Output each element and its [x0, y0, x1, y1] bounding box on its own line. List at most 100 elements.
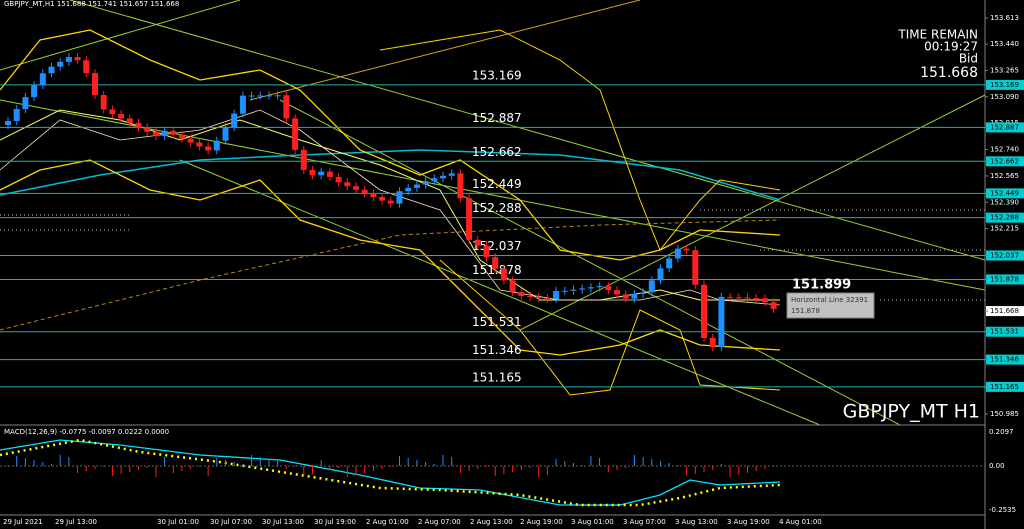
macd-axis-label: 0.00: [989, 462, 1005, 470]
price-axis-label: 152.662: [990, 157, 1019, 165]
time-axis-label: 4 Aug 01:00: [779, 518, 822, 526]
price-axis-label: 152.215: [990, 225, 1019, 233]
bid-label: Bid: [959, 52, 978, 66]
candle: [674, 248, 681, 259]
candle: [579, 288, 586, 290]
level-lines: 153.169152.887152.662152.449152.288152.0…: [0, 68, 985, 388]
candle: [379, 197, 386, 201]
time-axis-label: 2 Aug 19:00: [520, 518, 563, 526]
candle: [187, 138, 194, 143]
time-axis-label: 29 Jul 13:00: [55, 518, 97, 526]
candle: [518, 292, 525, 296]
candle: [561, 290, 568, 292]
time-axis-label: 30 Jul 01:00: [157, 518, 199, 526]
candle: [735, 297, 742, 299]
candle: [135, 122, 142, 128]
level-label: 151.165: [472, 370, 522, 384]
candle: [527, 296, 533, 297]
level-label: 151.531: [472, 315, 522, 329]
candle: [170, 130, 177, 135]
price-axis-label: 151.668: [990, 307, 1019, 315]
level-label: 153.169: [472, 68, 522, 82]
candle: [544, 298, 551, 299]
price-axis-label: 153.265: [990, 66, 1019, 74]
time-axis-label: 3 Aug 01:00: [571, 518, 614, 526]
time-axis-label: 2 Aug 07:00: [418, 518, 461, 526]
candle: [248, 95, 255, 97]
time-axis-label: 30 Jul 19:00: [314, 518, 356, 526]
candle: [509, 280, 516, 293]
candle: [692, 250, 699, 285]
candle: [666, 258, 673, 269]
candle: [744, 297, 751, 299]
price-axis-label: 151.531: [990, 328, 1019, 336]
macd-axis-label: 0.2097: [989, 428, 1014, 436]
price-axis-label: 151.878: [990, 275, 1019, 283]
price-axis-label: 151.346: [990, 356, 1019, 364]
candle: [640, 292, 647, 294]
candle: [266, 95, 272, 97]
price-tag: [986, 306, 1024, 317]
time-axis-label: 29 Jul 2021: [3, 518, 43, 526]
level-label: 152.449: [472, 177, 522, 191]
candle: [535, 297, 542, 298]
price-axis-label: 152.740: [990, 146, 1019, 154]
symbol-info: GBPJPY_MT,H1 151.688 151.741 151.657 151…: [4, 0, 179, 8]
time-remain-label: TIME REMAIN: [897, 28, 978, 42]
candle: [205, 146, 212, 151]
candle: [631, 293, 638, 299]
candle: [718, 296, 725, 348]
candle: [396, 191, 403, 204]
price-tag: [986, 326, 1024, 337]
candle: [596, 286, 603, 288]
candle: [422, 181, 429, 185]
candle: [353, 186, 359, 190]
candle: [109, 109, 116, 114]
candle: [770, 302, 777, 309]
candle: [440, 175, 446, 179]
candle: [500, 268, 507, 281]
time-axis-label: 3 Aug 13:00: [675, 518, 718, 526]
bid: 151.668: [920, 65, 978, 81]
level-label: 152.288: [472, 201, 522, 215]
candle: [309, 169, 316, 176]
candle: [231, 113, 238, 128]
candle: [57, 61, 64, 67]
candle: [74, 57, 81, 61]
candle: [144, 127, 151, 132]
price-axis-label: 151.165: [990, 383, 1019, 391]
price-tag: [986, 274, 1024, 285]
price-axis-label: 153.090: [990, 93, 1019, 101]
candle: [196, 142, 203, 147]
marker-price: 151.899: [792, 278, 851, 293]
price-axis-label: 153.613: [990, 14, 1019, 22]
macd-histogram: [7, 455, 775, 477]
candle: [31, 85, 38, 98]
level-label: 151.346: [472, 343, 522, 357]
candle: [483, 245, 490, 258]
time-axis-label: 30 Jul 13:00: [262, 518, 304, 526]
tooltip-box: [786, 292, 875, 319]
candle: [413, 184, 420, 188]
candle: [492, 257, 499, 269]
candle: [5, 121, 11, 125]
price-tag: [986, 188, 1024, 199]
candle: [92, 73, 98, 95]
candle: [179, 134, 185, 139]
candle: [761, 298, 768, 303]
candle: [457, 173, 464, 199]
candle: [648, 280, 655, 293]
macd-label: MACD(12,26,9) -0.0775 -0.0097 0.0222 0.0…: [4, 428, 169, 436]
candle: [570, 289, 577, 291]
level-label: 152.662: [472, 145, 522, 159]
price-tag: [986, 79, 1024, 90]
candle: [605, 286, 612, 291]
price-axis-label: 150.985: [990, 410, 1019, 418]
candle: [65, 57, 72, 62]
level-label: 151.878: [472, 263, 522, 277]
candle: [431, 178, 438, 182]
candle: [587, 287, 594, 289]
candle: [387, 200, 394, 204]
price-axis-label: 152.887: [990, 123, 1019, 131]
